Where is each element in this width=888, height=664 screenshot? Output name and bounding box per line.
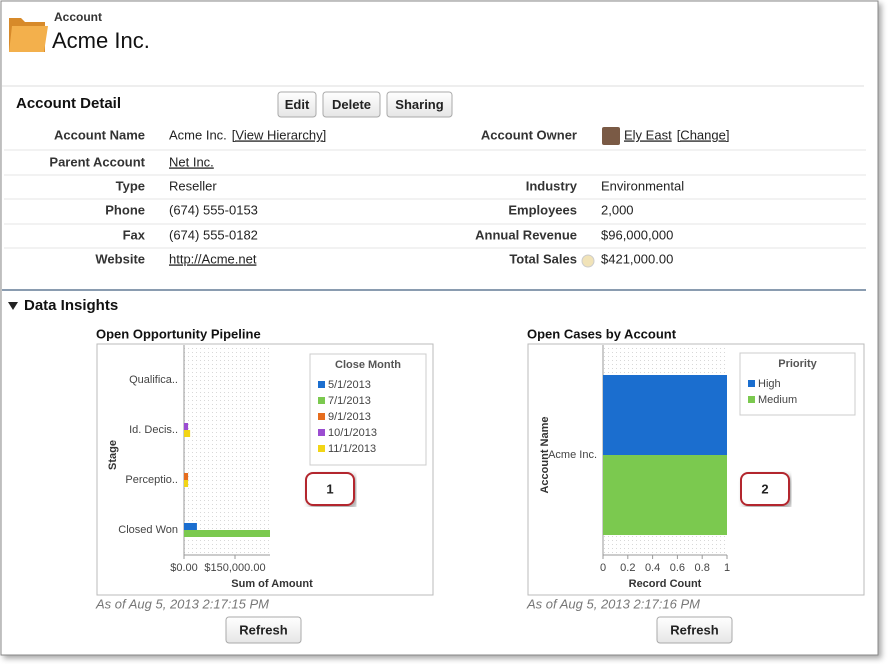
field-action[interactable]: [Change] — [677, 127, 730, 142]
legend-swatch — [318, 413, 325, 420]
chart-timestamp: As of Aug 5, 2013 2:17:16 PM — [526, 596, 700, 611]
refresh-button-label[interactable]: Refresh — [239, 622, 287, 637]
field-value: Environmental — [601, 178, 684, 193]
bar — [184, 480, 189, 487]
record-title: Acme Inc. — [52, 28, 150, 53]
legend-swatch — [318, 429, 325, 436]
x-tick-label: 0.4 — [645, 562, 660, 574]
field-value[interactable]: Net Inc. — [169, 154, 214, 169]
action-button[interactable] — [277, 91, 317, 118]
field-label: Industry — [526, 178, 578, 193]
y-tick-label: Perceptio.. — [125, 474, 178, 486]
plot-grid — [184, 345, 270, 555]
action-button-label[interactable]: Edit — [285, 97, 310, 112]
x-tick-label: $150,000.00 — [204, 562, 265, 574]
field-label: Account Owner — [481, 127, 577, 142]
x-axis-label: Record Count — [629, 578, 702, 590]
folder-icon — [9, 18, 48, 52]
field-action[interactable]: [View Hierarchy] — [232, 127, 326, 142]
y-tick-label: Closed Won — [118, 524, 178, 536]
field-label: Total Sales — [509, 251, 577, 266]
x-tick-label: 0.2 — [620, 562, 635, 574]
legend-title: Close Month — [335, 359, 401, 371]
refresh-button-label[interactable]: Refresh — [670, 622, 718, 637]
bar — [603, 375, 727, 455]
x-tick-label: 0.6 — [670, 562, 685, 574]
field-label: Account Name — [54, 127, 145, 142]
action-button[interactable] — [386, 91, 453, 118]
field-label: Annual Revenue — [475, 227, 577, 242]
callout — [740, 472, 790, 506]
y-tick-label: Qualifica.. — [129, 374, 178, 386]
legend-title: Priority — [778, 358, 817, 370]
y-tick-label: Acme Inc. — [548, 449, 597, 461]
legend-swatch — [748, 396, 755, 403]
action-button[interactable] — [322, 91, 381, 118]
field-value[interactable]: http://Acme.net — [169, 251, 257, 266]
field-label: Type — [116, 178, 145, 193]
info-icon — [581, 254, 595, 268]
x-tick-label: 1 — [724, 562, 730, 574]
legend-swatch — [318, 381, 325, 388]
field-value: (674) 555-0153 — [169, 202, 258, 217]
bar — [184, 423, 189, 430]
refresh-button[interactable] — [225, 616, 302, 644]
legend-box — [309, 353, 427, 466]
action-button-label[interactable]: Sharing — [395, 97, 443, 112]
field-label: Fax — [123, 227, 146, 242]
legend-swatch — [748, 380, 755, 387]
x-tick-label: 0 — [600, 562, 606, 574]
field-label: Parent Account — [49, 154, 145, 169]
chart-timestamp: As of Aug 5, 2013 2:17:15 PM — [95, 596, 269, 611]
chart-title: Open Cases by Account — [527, 326, 677, 341]
legend-label: Medium — [758, 394, 797, 406]
callout-number: 1 — [326, 481, 333, 496]
bar — [184, 523, 197, 530]
callout-number: 2 — [761, 481, 768, 496]
action-button-label[interactable]: Delete — [332, 97, 371, 112]
object-name: Account — [54, 10, 102, 24]
section-title: Data Insights — [24, 297, 118, 314]
legend-box — [739, 352, 856, 416]
legend-label: 11/1/2013 — [328, 443, 376, 455]
field-label: Website — [95, 251, 145, 266]
bar — [184, 430, 191, 437]
legend-swatch — [318, 445, 325, 452]
x-axis-label: Sum of Amount — [231, 578, 313, 590]
legend-label: 9/1/2013 — [328, 411, 371, 423]
chart-title: Open Opportunity Pipeline — [96, 326, 261, 341]
y-tick-label: Id. Decis.. — [129, 424, 178, 436]
section-title: Account Detail — [16, 95, 121, 112]
legend-swatch — [318, 397, 325, 404]
y-axis-label: Stage — [107, 440, 119, 470]
field-label: Employees — [508, 202, 577, 217]
refresh-button[interactable] — [656, 616, 733, 644]
field-value: (674) 555-0182 — [169, 227, 258, 242]
field-value: Reseller — [169, 178, 217, 193]
x-tick-label: 0.8 — [695, 562, 710, 574]
x-tick-label: $0.00 — [170, 562, 198, 574]
legend-label: High — [758, 378, 781, 390]
collapse-arrow[interactable] — [8, 302, 18, 310]
bar — [184, 473, 189, 480]
callout — [305, 472, 355, 506]
field-value: $421,000.00 — [601, 251, 673, 266]
bar — [184, 530, 270, 537]
field-value[interactable]: Ely East — [624, 127, 672, 142]
user-avatar — [602, 127, 620, 145]
field-value: 2,000 — [601, 202, 634, 217]
bar — [603, 455, 727, 535]
field-value: $96,000,000 — [601, 227, 673, 242]
legend-label: 7/1/2013 — [328, 395, 371, 407]
legend-label: 10/1/2013 — [328, 427, 377, 439]
legend-label: 5/1/2013 — [328, 379, 371, 391]
field-label: Phone — [105, 202, 145, 217]
y-axis-label: Account Name — [539, 416, 551, 493]
field-value: Acme Inc. — [169, 127, 227, 142]
